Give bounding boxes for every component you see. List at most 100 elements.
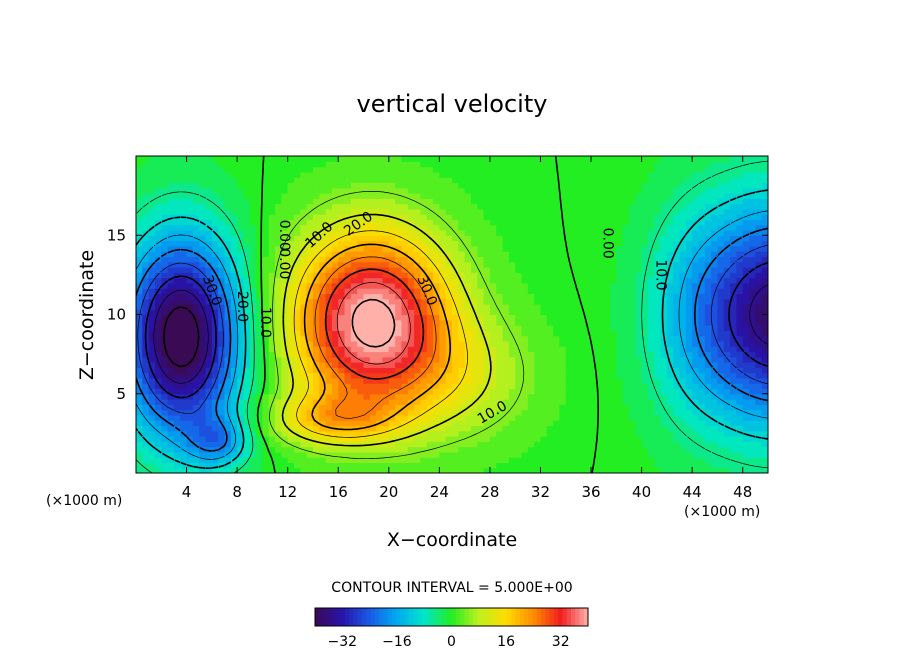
heat-cell [452,272,459,279]
heat-cell [527,393,535,400]
heat-cell [698,219,706,226]
heat-cell [142,425,150,432]
heat-cell [344,372,352,379]
heat-cell [692,288,700,294]
heat-cell [395,330,403,337]
heat-cell [489,261,497,268]
heat-cell [224,261,232,268]
heat-cell [685,467,693,473]
heat-cell [136,251,143,257]
heat-cell [407,383,415,390]
heat-cell [591,235,598,242]
heat-cell [597,425,605,432]
heat-cell [142,214,150,220]
heat-cell [331,430,339,437]
heat-cell [388,430,396,437]
heat-cell [761,462,768,469]
heat-cell [167,399,175,405]
heat-cell [300,351,308,358]
heat-cell [559,388,567,395]
heat-cell [559,393,567,400]
heat-cell [477,383,485,390]
heat-cell [136,425,143,432]
heat-cell [186,451,194,458]
heat-cell [647,441,655,448]
heat-cell [192,414,200,421]
heat-cell [369,229,377,236]
heat-cell [186,224,194,231]
heat-cell [388,393,396,400]
heat-cell [237,367,245,374]
heat-cell [249,367,257,374]
heat-cell [186,383,194,390]
heat-cell [401,425,409,432]
heat-cell [344,420,352,427]
heat-cell [173,420,181,427]
heat-cell [325,282,333,289]
heat-cell [736,430,744,437]
heat-cell [256,441,263,448]
heat-cell [565,377,573,384]
heat-cell [294,388,301,395]
heat-cell [565,409,573,416]
heat-cell [464,414,472,421]
heat-cell [180,314,188,321]
heat-cell [445,404,453,411]
heat-cell [268,245,276,252]
heat-cell [420,314,428,321]
heat-cell [249,298,257,305]
heat-cell [420,420,428,427]
heat-cell [622,351,630,358]
heat-cell [180,457,188,464]
heat-cell [325,235,333,242]
heat-cell [173,319,181,326]
heat-cell [414,362,421,368]
heat-cell [730,214,737,220]
heat-cell [237,314,245,321]
heat-cell [603,293,611,300]
heat-cell [439,367,447,374]
heat-cell [641,309,649,316]
heat-cell [508,224,516,231]
heat-cell [742,362,750,368]
heat-cell [167,229,175,236]
heat-cell [363,208,371,215]
heat-cell [325,229,333,236]
heat-cell [578,467,586,473]
heat-cell [622,235,630,242]
heat-cell [433,409,440,416]
heat-cell [679,261,687,268]
heat-cell [452,256,459,263]
heat-cell [654,457,662,464]
heat-cell [628,383,636,390]
heat-cell [717,351,725,358]
heat-cell [635,272,643,279]
heat-cell [395,298,403,305]
heat-cell [325,372,333,379]
heat-cell [489,277,497,284]
heat-cell [546,293,554,300]
heat-cell [445,372,453,379]
heat-cell [344,393,352,400]
heat-cell [300,404,308,411]
heat-cell [433,261,440,268]
heat-cell [635,399,643,405]
heat-cell [666,319,674,326]
heat-cell [597,362,605,368]
heat-cell [521,266,529,273]
heat-cell [287,414,295,421]
heat-cell [477,266,485,273]
heat-cell [654,303,662,310]
heat-cell [603,346,611,353]
heat-cell [483,362,491,368]
heat-cell [578,235,586,242]
heat-cell [565,467,573,473]
heat-cell [407,214,415,220]
heat-cell [666,298,674,305]
heat-cell [382,224,390,231]
heat-cell [319,214,327,220]
heat-cell [230,467,238,473]
heat-cell [458,288,466,294]
heat-cell [610,351,617,358]
heat-cell [363,441,371,448]
